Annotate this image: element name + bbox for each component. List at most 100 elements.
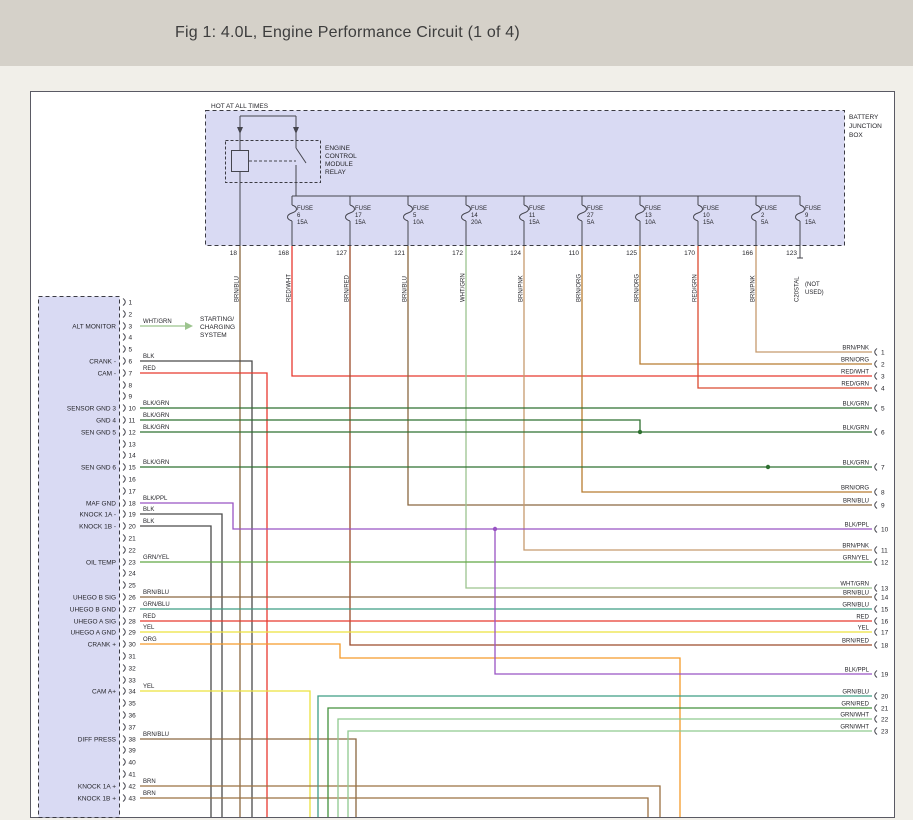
right-pin-number: 13: [881, 586, 889, 593]
left-pin-number: 21: [129, 536, 137, 543]
right-pin-number: 1: [881, 350, 885, 357]
right-pin-number: 9: [881, 503, 885, 510]
pin-bracket: [122, 310, 126, 318]
pin-bracket: [874, 372, 878, 380]
pin-bracket: [122, 617, 126, 625]
fuse-label: FUSE: [471, 206, 487, 212]
left-wire-label: BRN: [143, 779, 156, 785]
left-pin-label: SENSOR GND 3: [67, 406, 117, 413]
pin-bracket: [874, 605, 878, 613]
top-wire-label: BRN/BLU: [235, 276, 241, 302]
pin-bracket: [874, 727, 878, 735]
left-pin-number: 7: [129, 371, 133, 378]
relay-label: ENGINE: [325, 145, 351, 152]
left-pin-number: 26: [129, 595, 137, 602]
right-wire-label: YEL: [858, 626, 870, 632]
pin-bracket: [122, 298, 126, 306]
fuse-amps: 15A: [805, 220, 816, 226]
pin-bracket: [122, 711, 126, 719]
pin-bracket: [874, 704, 878, 712]
wire-grn-wht: [347, 730, 872, 817]
wire-brn-pnk: [755, 246, 872, 353]
starting-charging-system-label: STARTING/: [200, 316, 234, 323]
junction-dot: [492, 526, 498, 532]
top-wire-label: RED/WHT: [287, 274, 293, 302]
left-pin-number: 41: [129, 772, 137, 779]
fuse-number: 2: [761, 213, 765, 219]
junction-dot: [765, 464, 771, 470]
wire-brn: [140, 797, 649, 817]
left-pin-number: 34: [129, 689, 137, 696]
pin-bracket: [122, 369, 126, 377]
pin-bracket: [122, 357, 126, 365]
left-pin-number: 37: [129, 725, 137, 732]
wire-brn-org: [581, 246, 872, 493]
right-wire-label: BLK/GRN: [843, 402, 869, 408]
left-wire-label: BLK: [143, 354, 154, 360]
left-pin-number: 12: [129, 430, 137, 437]
pin-bracket: [874, 593, 878, 601]
left-pin-number: 15: [129, 465, 137, 472]
left-pin-number: 16: [129, 477, 137, 484]
pin-bracket: [874, 670, 878, 678]
pin-bracket: [122, 463, 126, 471]
wire-blk-ppl: [140, 502, 872, 530]
left-wire-label: BLK: [143, 519, 154, 525]
left-wire-label: BLK/GRN: [143, 460, 169, 466]
fuse-label: FUSE: [703, 206, 719, 212]
wire-wht-grn: [465, 246, 872, 589]
fuse-amps: 15A: [297, 220, 308, 226]
fuse-label: FUSE: [529, 206, 545, 212]
wire-blk-grn: [140, 419, 641, 432]
left-pin-number: 2: [129, 312, 133, 319]
relay-label: MODULE: [325, 161, 353, 168]
pin-bracket: [122, 534, 126, 542]
pin-bracket: [122, 333, 126, 341]
pin-bracket: [122, 475, 126, 483]
fuse-symbol: [287, 204, 297, 222]
left-pin-number: 39: [129, 748, 137, 755]
fuse-number: 14: [471, 213, 478, 219]
left-pin-number: 10: [129, 406, 137, 413]
pin-bracket: [874, 641, 878, 649]
left-pin-label: UHEGO B GND: [70, 607, 117, 614]
fuse-amps: 20A: [471, 220, 482, 226]
left-pin-number: 3: [129, 324, 133, 331]
fuse-number: 10: [703, 213, 710, 219]
left-pin-number: 9: [129, 394, 133, 401]
pin-bracket: [122, 664, 126, 672]
pin-bracket: [874, 384, 878, 392]
top-wire-label: C20STAL: [795, 276, 801, 302]
wire-brn-org: [639, 246, 872, 365]
fuse-number: 5: [413, 213, 417, 219]
right-wire-label: BLK/GRN: [843, 461, 869, 467]
pin-bracket: [122, 628, 126, 636]
not-used-label: (NOT: [805, 282, 820, 288]
left-pin-number: 29: [129, 630, 137, 637]
wire-red-wht: [291, 246, 872, 377]
right-wire-label: GRN/BLU: [842, 603, 869, 609]
pin-bracket: [874, 463, 878, 471]
left-pin-label: SEN GND 6: [81, 465, 116, 472]
pin-bracket: [122, 746, 126, 754]
pin-bracket: [122, 770, 126, 778]
left-wire-label: BRN/BLU: [143, 732, 169, 738]
pin-bracket: [874, 692, 878, 700]
fuse-symbol: [345, 204, 355, 222]
fuse-amps: 5A: [761, 220, 768, 226]
right-pin-number: 14: [881, 595, 889, 602]
left-pin-number: 36: [129, 713, 137, 720]
left-wire-label: BLK/GRN: [143, 401, 169, 407]
pin-bracket: [874, 404, 878, 412]
left-pin-number: 22: [129, 548, 137, 555]
left-wire-label: BRN: [143, 791, 156, 797]
right-pin-number: 20: [881, 694, 889, 701]
right-pin-number: 17: [881, 630, 889, 637]
fuse-label: FUSE: [413, 206, 429, 212]
left-pin-number: 1: [129, 300, 133, 307]
pin-bracket: [874, 525, 878, 533]
right-wire-label: BRN/ORG: [841, 486, 869, 492]
left-pin-number: 23: [129, 560, 137, 567]
fuse-label: FUSE: [761, 206, 777, 212]
right-wire-label: RED: [856, 615, 869, 621]
